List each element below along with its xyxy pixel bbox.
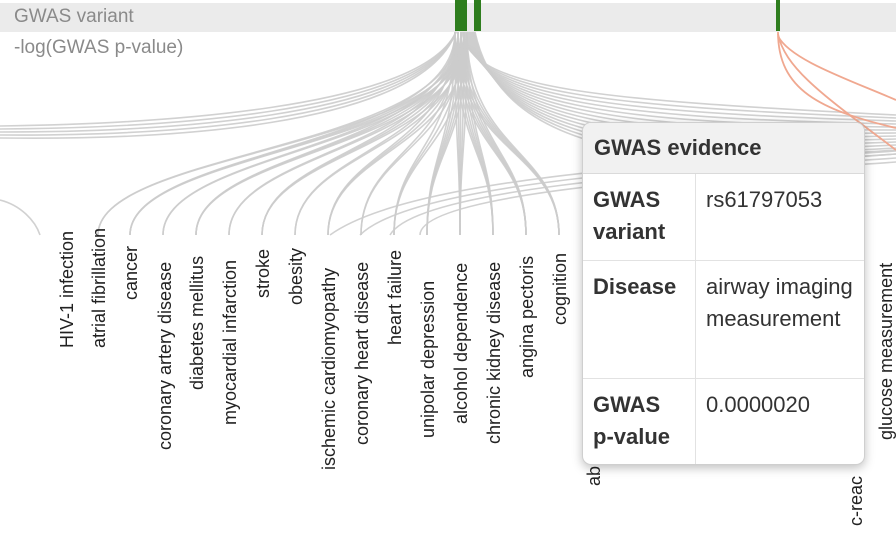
disease-label[interactable]: chronic kidney disease (484, 261, 504, 444)
tooltip-key: Disease (583, 260, 696, 379)
disease-label[interactable]: coronary artery disease (155, 261, 175, 450)
variant-bar (474, 0, 481, 31)
disease-label[interactable]: diabetes mellitus (187, 255, 207, 390)
highlight-link (777, 31, 896, 129)
disease-label[interactable]: heart failure (385, 249, 405, 345)
disease-label[interactable]: myocardial infarction (220, 259, 240, 425)
tooltip-key: GWAS variant (583, 174, 696, 261)
gwas-track-bar (0, 3, 896, 32)
variant-bar (776, 0, 780, 31)
tooltip-row: GWAS variant rs61797053 (583, 174, 864, 261)
disease-label[interactable]: angina pectoris (517, 255, 537, 378)
gwas-link (0, 31, 457, 139)
disease-label[interactable]: ischemic cardiomyopathy (319, 267, 339, 470)
tooltip-key: GWAS p-value (583, 378, 696, 464)
disease-label[interactable]: unipolar depression (418, 280, 438, 438)
disease-label[interactable]: cancer (121, 245, 141, 300)
disease-label[interactable]: coronary heart disease (352, 261, 372, 445)
disease-label-truncated[interactable]: ab (584, 465, 604, 486)
disease-label[interactable]: cognition (550, 252, 570, 325)
gwas-link (0, 31, 457, 136)
disease-label[interactable]: alcohol dependence (451, 262, 471, 424)
highlight-link (777, 35, 896, 101)
track-title: GWAS variant (14, 6, 134, 27)
gwas-link (0, 31, 457, 127)
disease-label[interactable]: stroke (253, 248, 273, 298)
gwas-link (466, 31, 527, 236)
tooltip-value: rs61797053 (695, 174, 864, 261)
disease-label[interactable]: HIV-1 infection (57, 230, 77, 348)
tooltip-value: airway imaging measurement (695, 260, 864, 379)
gwas-link (466, 31, 560, 236)
track-subtitle: -log(GWAS p-value) (14, 37, 184, 58)
tooltip-value: 0.0000020 (706, 391, 810, 417)
tooltip-row: GWAS p-value 0.0000020 (583, 378, 864, 464)
gwas-link (454, 31, 560, 236)
variant-bar (455, 0, 467, 31)
gwas-link (0, 31, 457, 133)
disease-label-glucose-measurement[interactable]: glucose measurement (876, 262, 896, 440)
tooltip-title: GWAS evidence (583, 123, 864, 174)
tooltip-table: GWAS variant rs61797053 Disease airway i… (583, 174, 864, 464)
gwas-link (0, 199, 41, 236)
highlight-link (777, 33, 896, 151)
disease-label-c-reactive[interactable]: c-reac (846, 475, 866, 526)
tooltip-row: Disease airway imaging measurement (583, 260, 864, 379)
disease-label[interactable]: atrial fibrillation (89, 227, 109, 348)
gwas-link (0, 31, 457, 130)
disease-label[interactable]: obesity (286, 247, 306, 305)
gwas-evidence-tooltip: GWAS evidence GWAS variant rs61797053 Di… (582, 122, 865, 465)
